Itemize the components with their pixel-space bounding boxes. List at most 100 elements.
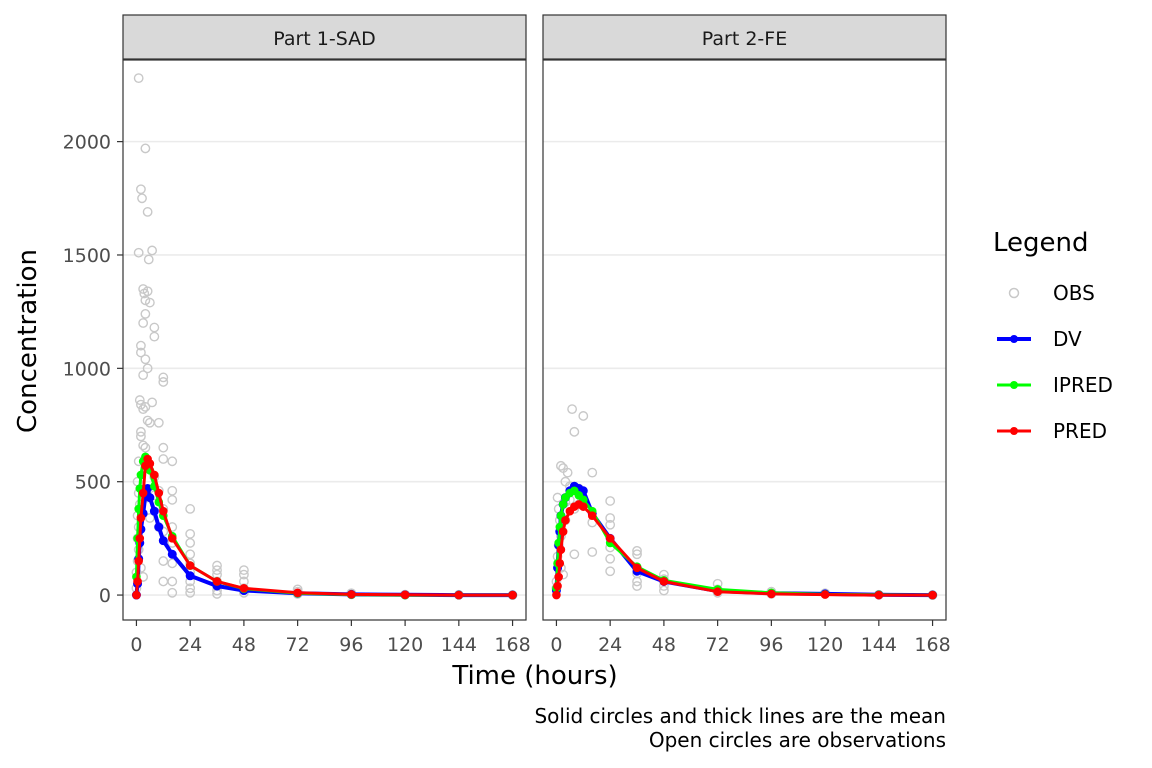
legend-label-ipred: IPRED <box>1053 373 1113 397</box>
panel-1-strip-label: Part 1-SAD <box>273 28 376 50</box>
panel-2-obs-point <box>659 585 669 596</box>
panel-1-pred-point <box>239 583 249 593</box>
panel-1-obs-point <box>144 513 155 523</box>
panel-1-pred-point <box>135 534 145 543</box>
panel-1-obs-point <box>185 504 196 514</box>
panel-2-obs-point <box>587 547 598 557</box>
panel-1-obs-point <box>140 143 151 154</box>
panel-1-x-tick-label-96: 96 <box>339 634 363 656</box>
panel-1-pred-point <box>293 588 302 598</box>
panel-1-strip <box>122 14 527 60</box>
panel-2-strip <box>542 14 947 60</box>
panel-2-series-pred <box>552 500 937 600</box>
panel-1-obs-point <box>140 309 151 319</box>
panels: Part 1-SAD 0 24 48 72 96 120 144 168 0 500 1000 1500… <box>63 14 951 656</box>
panel-1-pred-point <box>400 590 410 600</box>
panel-2-obs-point <box>569 549 580 560</box>
panel-1-dv-point <box>167 549 177 559</box>
caption-line-2: Open circles are observations <box>649 728 946 752</box>
panel-1-pred-point <box>136 513 146 523</box>
panel-1-pred-point <box>159 506 168 516</box>
panel-1-x-tick-label-168: 168 <box>494 634 530 656</box>
panel-2-obs-point <box>632 576 642 587</box>
panel-1-pred-point <box>150 470 159 480</box>
panel-2-obs-point <box>605 513 616 523</box>
panel-2-plot-area <box>543 60 946 620</box>
panel-1-obs-point <box>185 538 196 548</box>
panel-1-obs-point <box>134 395 145 405</box>
panel-1-pred-point <box>145 459 155 468</box>
panel-1-obs-point <box>185 583 196 594</box>
legend-key-pred-marker <box>1010 427 1018 435</box>
panel-1-pred-point <box>154 488 164 498</box>
y-tick-label-500: 500 <box>75 472 111 494</box>
panel-2: Part 2-FE 0 24 48 72 96 120 144 168 <box>542 14 951 656</box>
legend-label-obs: OBS <box>1053 281 1095 305</box>
panel-2-pred-point <box>556 545 566 555</box>
panel-2-obs-point <box>587 467 598 478</box>
panel-1-obs-point <box>212 565 222 576</box>
panel-1-obs-point <box>167 587 178 598</box>
panel-1-obs-point <box>142 207 153 217</box>
y-tick-label-1000: 1000 <box>63 358 111 380</box>
x-axis-title: Time (hours) <box>451 661 617 691</box>
legend-entry-ipred: IPRED <box>997 373 1113 397</box>
panel-1-pred-point <box>454 590 464 600</box>
legend: Legend OBS DV IPRED PRED <box>993 228 1113 443</box>
panel-2-pred-point <box>558 527 568 536</box>
panel-2-obs-point <box>556 460 566 471</box>
panel-1: Part 1-SAD 0 24 48 72 96 120 144 168 0 500 1000 1500… <box>63 14 531 656</box>
panel-1-pred-point <box>134 556 143 566</box>
panel-1-obs-point <box>136 426 146 437</box>
panel-2-pred-point <box>632 563 642 573</box>
panel-2-pred-point <box>659 577 669 586</box>
panel-1-pred-point <box>133 577 142 586</box>
y-tick-label-1500: 1500 <box>63 245 111 267</box>
panel-1-obs-point <box>133 247 144 258</box>
panel-1-obs-point <box>142 415 153 426</box>
panel-1-plot-area <box>123 60 526 620</box>
panel-1-pred-point <box>138 488 148 498</box>
legend-entry-obs: OBS <box>1008 281 1095 305</box>
panel-1-x-tick-label-72: 72 <box>286 634 310 656</box>
panel-2-pred-point <box>552 590 561 600</box>
panel-2-obs-point <box>632 581 642 591</box>
y-axis-title: Concentration <box>13 249 43 433</box>
panel-2-pred-point <box>928 590 937 600</box>
panel-1-pred-point <box>212 577 222 586</box>
panel-1-x-tick-label-144: 144 <box>441 634 477 656</box>
panel-1-pred-point <box>508 590 517 600</box>
panel-2-x-tick-label-24: 24 <box>598 634 622 656</box>
panel-1-obs-point <box>142 286 153 297</box>
panel-1-obs-point <box>137 193 147 204</box>
panel-1-dv-point <box>158 536 168 546</box>
panel-1-dv-point <box>185 571 195 581</box>
panel-1-obs-point <box>133 73 144 84</box>
panel-1-x-tick-label-48: 48 <box>232 634 256 656</box>
panel-1-obs-point <box>136 431 146 442</box>
panel-2-obs-point <box>605 496 616 506</box>
panel-1-obs-point <box>158 556 169 566</box>
panel-2-pred-point <box>767 589 776 599</box>
panel-1-obs-point <box>147 397 158 408</box>
panel-1-obs-point <box>138 440 149 451</box>
panel-2-strip-label: Part 2-FE <box>702 28 787 50</box>
panel-1-obs-point <box>167 558 178 569</box>
panel-1-obs-point <box>140 442 151 453</box>
legend-entry-pred: PRED <box>997 419 1107 443</box>
panel-1-x-tick-label-24: 24 <box>178 634 202 656</box>
legend-label-dv: DV <box>1053 327 1082 351</box>
panel-2-pred-point <box>579 502 588 511</box>
panel-1-pred-point <box>347 590 356 599</box>
panel-1-obs-point <box>167 576 178 587</box>
panel-1-obs-point <box>142 363 153 374</box>
panel-1-obs-point <box>238 569 249 580</box>
panel-2-pred-point <box>554 572 563 582</box>
panel-1-obs-point <box>147 245 158 256</box>
panel-1-obs-point <box>136 347 146 358</box>
panel-2-x-tick-label-168: 168 <box>914 634 950 656</box>
panel-2-pred-point <box>820 590 830 599</box>
panel-2-x-tick-label-72: 72 <box>706 634 730 656</box>
panel-2-pred-point <box>555 559 565 568</box>
